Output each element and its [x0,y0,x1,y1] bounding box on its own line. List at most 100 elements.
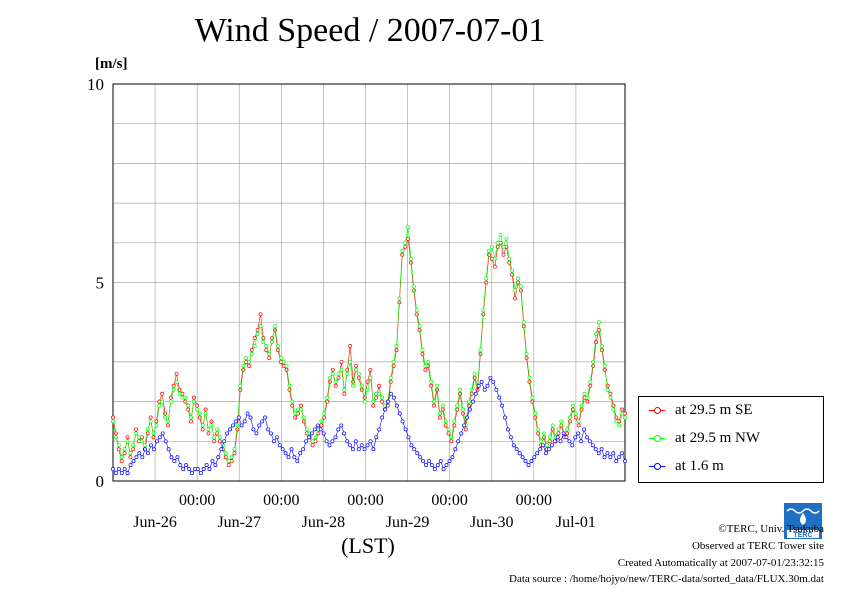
y-tick-label: 5 [96,274,105,293]
x-tick-time-label: 00:00 [431,492,467,509]
data-point [437,415,442,420]
data-point [417,324,422,329]
data-point [228,427,232,432]
data-point [455,403,460,408]
data-point [128,455,133,460]
data-point [591,363,596,368]
data-point [122,447,127,452]
x-tick-date-label: Jun-29 [386,514,430,531]
y-axis: 0 5 10 [87,75,104,491]
data-point [585,435,589,440]
data-point [152,447,156,452]
footer-created: Created Automatically at 2007-07-01/23:3… [617,557,824,569]
data-point [568,415,572,420]
data-point [501,252,506,257]
data-point [203,411,208,416]
data-point [478,348,483,352]
data-point [267,355,272,360]
data-point [418,455,423,460]
data-point [461,407,465,412]
data-point [573,435,578,440]
data-point [277,443,282,448]
data-point [558,439,563,444]
data-point [614,459,619,464]
x-axis-label: (LST) [341,533,395,558]
x-tick-time-label: 00:00 [179,492,215,509]
data-point [524,355,529,360]
data-point [350,447,355,452]
data-point [356,371,361,376]
data-point [485,383,490,388]
data-point [254,431,259,436]
data-point [195,467,200,472]
data-point [585,399,590,404]
data-point [186,403,191,408]
data-point [175,455,180,460]
data-point [495,240,500,245]
data-point [209,423,214,428]
data-point [321,431,326,436]
data-point [222,439,227,444]
data-point [429,383,434,388]
data-point [339,359,344,364]
data-point [582,391,587,396]
data-point [315,423,320,428]
data-point [513,288,518,293]
data-point [312,427,317,432]
data-point [210,459,215,464]
data-point [420,348,425,352]
data-point [605,383,610,388]
data-point [623,459,627,464]
data-point [623,415,627,420]
data-point [137,435,141,440]
data-point [536,427,541,432]
data-point [576,423,581,428]
data-point [450,455,455,460]
data-point [345,371,350,376]
data-point [299,403,303,408]
data-point [284,363,289,368]
data-point [596,451,601,456]
data-point [301,447,306,452]
data-point [552,439,557,444]
data-point [441,467,446,472]
data-point [113,471,118,476]
data-point [225,431,230,436]
data-point [449,439,454,444]
data-point [287,383,292,388]
data-point [192,395,196,400]
data-point [533,411,538,416]
data-point [245,411,250,416]
data-point [125,471,130,476]
data-point [304,439,309,444]
data-point [200,427,205,432]
data-point [411,284,416,289]
data-point [620,407,625,412]
series-layer [111,224,627,476]
data-point [283,451,288,456]
data-point [608,455,613,460]
data-point [449,435,454,440]
data-point [273,324,277,329]
data-point [476,383,481,388]
data-point [513,296,518,301]
data-point [377,391,382,396]
data-point [597,320,601,325]
data-point [342,387,347,392]
data-point [465,415,469,420]
data-point [295,459,300,464]
legend-item-nw: at 29.5 m NW [649,429,821,449]
data-point [166,423,170,428]
data-point [463,427,468,432]
data-point [235,427,240,432]
data-point [172,459,177,464]
data-point [261,340,266,345]
data-point [473,391,478,396]
data-point [292,455,297,460]
data-point [207,467,212,472]
data-point [408,256,413,261]
x-tick-date-label: Jun-28 [302,514,346,531]
data-point [555,435,560,440]
data-point [492,264,497,269]
data-point [479,379,484,384]
